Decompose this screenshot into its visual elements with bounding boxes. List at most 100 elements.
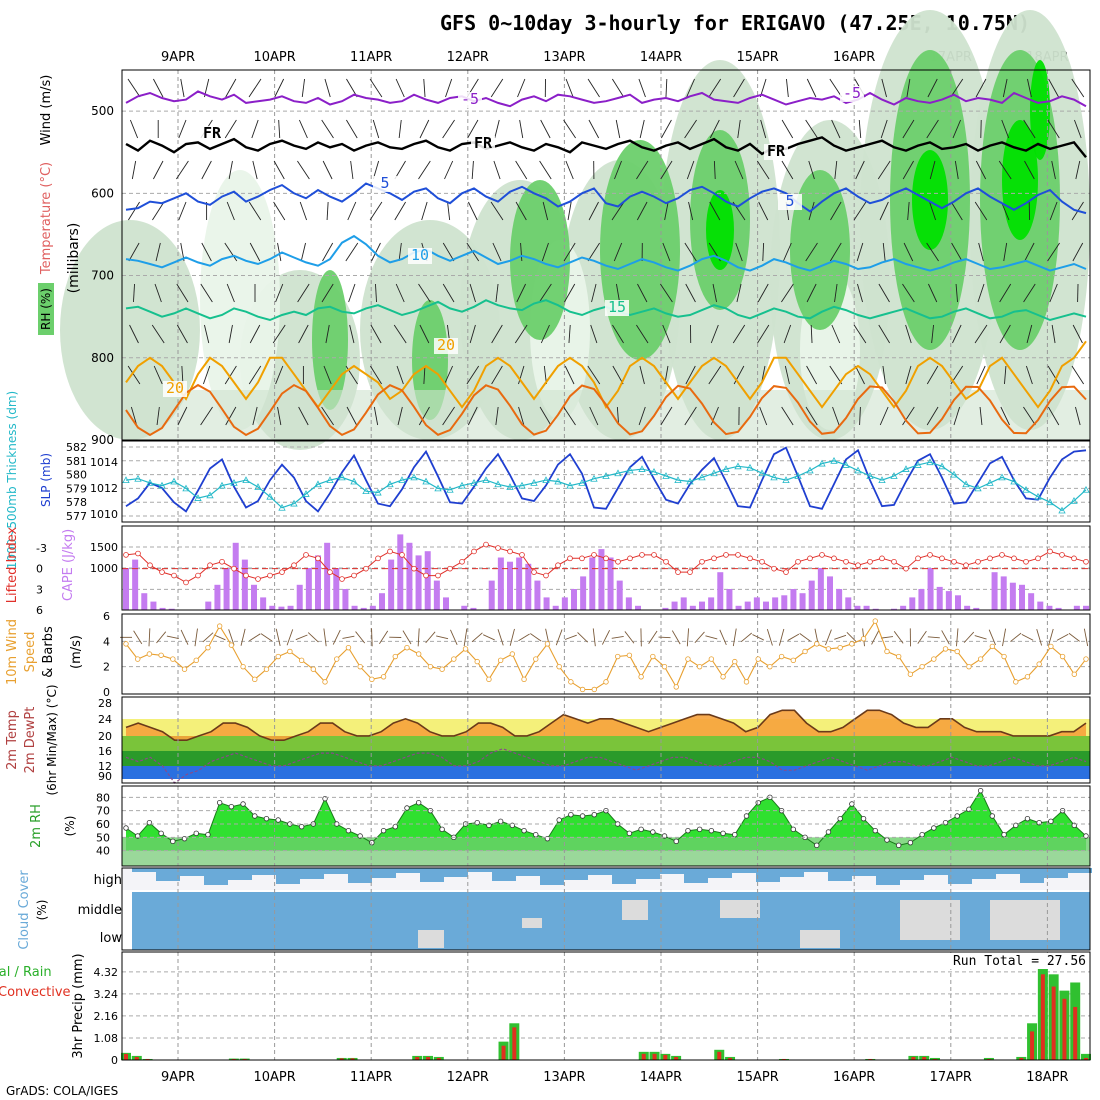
rh-point — [591, 811, 597, 818]
thickness-point — [578, 479, 586, 486]
rh-shade-region — [790, 170, 850, 330]
rh-point — [650, 829, 656, 835]
li-point — [291, 562, 297, 569]
wind-barb — [734, 160, 744, 180]
li-point — [891, 558, 897, 565]
cape-bar — [443, 597, 449, 610]
wind-barb — [1072, 324, 1083, 344]
thickness-point — [1022, 485, 1030, 493]
wind-barb — [154, 283, 162, 303]
li-point — [939, 555, 945, 562]
rh-point — [228, 803, 235, 810]
wind-barb — [131, 160, 137, 180]
precip-convective-bar — [986, 1058, 991, 1060]
precip-convective-bar — [415, 1056, 420, 1060]
wind-barb — [686, 78, 695, 98]
wind-barb-10m — [893, 631, 904, 644]
thickness-point — [914, 461, 922, 468]
thickness-point — [698, 473, 706, 481]
wind-barb-10m — [1021, 634, 1034, 641]
cape-bar — [662, 607, 669, 610]
wind-barb — [856, 242, 864, 262]
rh-shade-region — [706, 190, 734, 270]
wind-barb — [879, 406, 889, 426]
rh-point — [298, 823, 305, 830]
li-axis-label: Lifted Index — [5, 526, 20, 603]
wind-barb — [1048, 406, 1060, 426]
wind-barb — [952, 324, 962, 344]
wind-barb — [540, 324, 550, 344]
cloud-gap — [720, 900, 760, 918]
thickness-line — [125, 460, 1087, 512]
wind-barb-10m — [379, 630, 389, 645]
date-label-bottom: 15APR — [736, 1070, 778, 1085]
date-label-bottom: 18APR — [1026, 1070, 1068, 1085]
wind-barb-10m — [1068, 632, 1080, 642]
thickness-tick-label: 579 — [66, 482, 87, 495]
precip-convective-bar — [641, 1053, 646, 1060]
wind-barb — [273, 160, 285, 180]
rh-point — [732, 831, 738, 838]
wind-barb-10m — [564, 634, 577, 640]
wind-speed-point — [615, 653, 621, 660]
wind-barb — [662, 324, 671, 344]
thickness-point — [542, 476, 550, 484]
pressure-tick-label: 600 — [91, 186, 114, 200]
cape-bar — [689, 605, 696, 610]
thickness-point — [758, 469, 766, 477]
li-point — [987, 555, 993, 562]
wind-speed-point — [357, 663, 363, 670]
cape-bar — [296, 584, 303, 610]
cape-bar — [635, 605, 641, 610]
wind-speed-point — [989, 643, 996, 650]
li-point — [243, 572, 249, 579]
wind-speed-point — [931, 656, 937, 662]
wind-barb — [762, 242, 765, 262]
date-label-top: 10APR — [253, 50, 295, 65]
pressure-tick-label: 800 — [91, 351, 114, 365]
precip-frame — [121, 951, 1091, 1061]
wind-barb — [1051, 160, 1056, 180]
cape-bar — [671, 601, 678, 610]
temp-band-16-20 — [122, 736, 1090, 751]
wind-barb-10m — [436, 635, 449, 640]
thickness-point — [722, 465, 730, 472]
wind-speed-point — [1083, 656, 1089, 662]
wind-barb — [346, 78, 358, 98]
thickness-point — [686, 477, 694, 485]
cloud-frame — [121, 867, 1091, 951]
wind-barb — [516, 283, 526, 303]
thickness-point — [350, 477, 358, 485]
li-point — [219, 558, 225, 565]
precip-convective-bar — [652, 1053, 657, 1060]
wind-barb-10m — [611, 635, 624, 639]
precip-convective-bar — [911, 1056, 916, 1060]
rh-point — [849, 801, 855, 807]
thickness-point — [794, 472, 802, 479]
wind-barb-10m — [686, 628, 690, 647]
wind-speed-point — [755, 656, 761, 662]
precip-convective-bar — [932, 1058, 937, 1060]
li-point — [303, 552, 309, 558]
wind-speed-point — [298, 657, 305, 664]
thickness-tick-label: 582 — [66, 441, 87, 454]
cape-bar — [763, 601, 769, 610]
rh-point — [275, 817, 281, 823]
wind-barb — [153, 160, 164, 180]
wind-barb — [273, 201, 286, 221]
cape-bar — [625, 597, 632, 610]
wind-barb — [491, 365, 503, 385]
wind-barb — [1004, 365, 1007, 385]
cape-bar — [260, 597, 267, 610]
li-point — [663, 558, 669, 565]
cape-bar — [580, 576, 587, 610]
rh-point — [814, 842, 820, 849]
wind-barb — [518, 365, 525, 385]
wind-barb — [1002, 78, 1008, 98]
wind-barb — [902, 119, 915, 139]
wind-barb — [975, 78, 987, 98]
wind-speed-point — [696, 663, 703, 670]
isotherm-label-bg — [163, 381, 187, 397]
wind-speed-point — [591, 686, 597, 693]
li-point — [915, 555, 921, 562]
